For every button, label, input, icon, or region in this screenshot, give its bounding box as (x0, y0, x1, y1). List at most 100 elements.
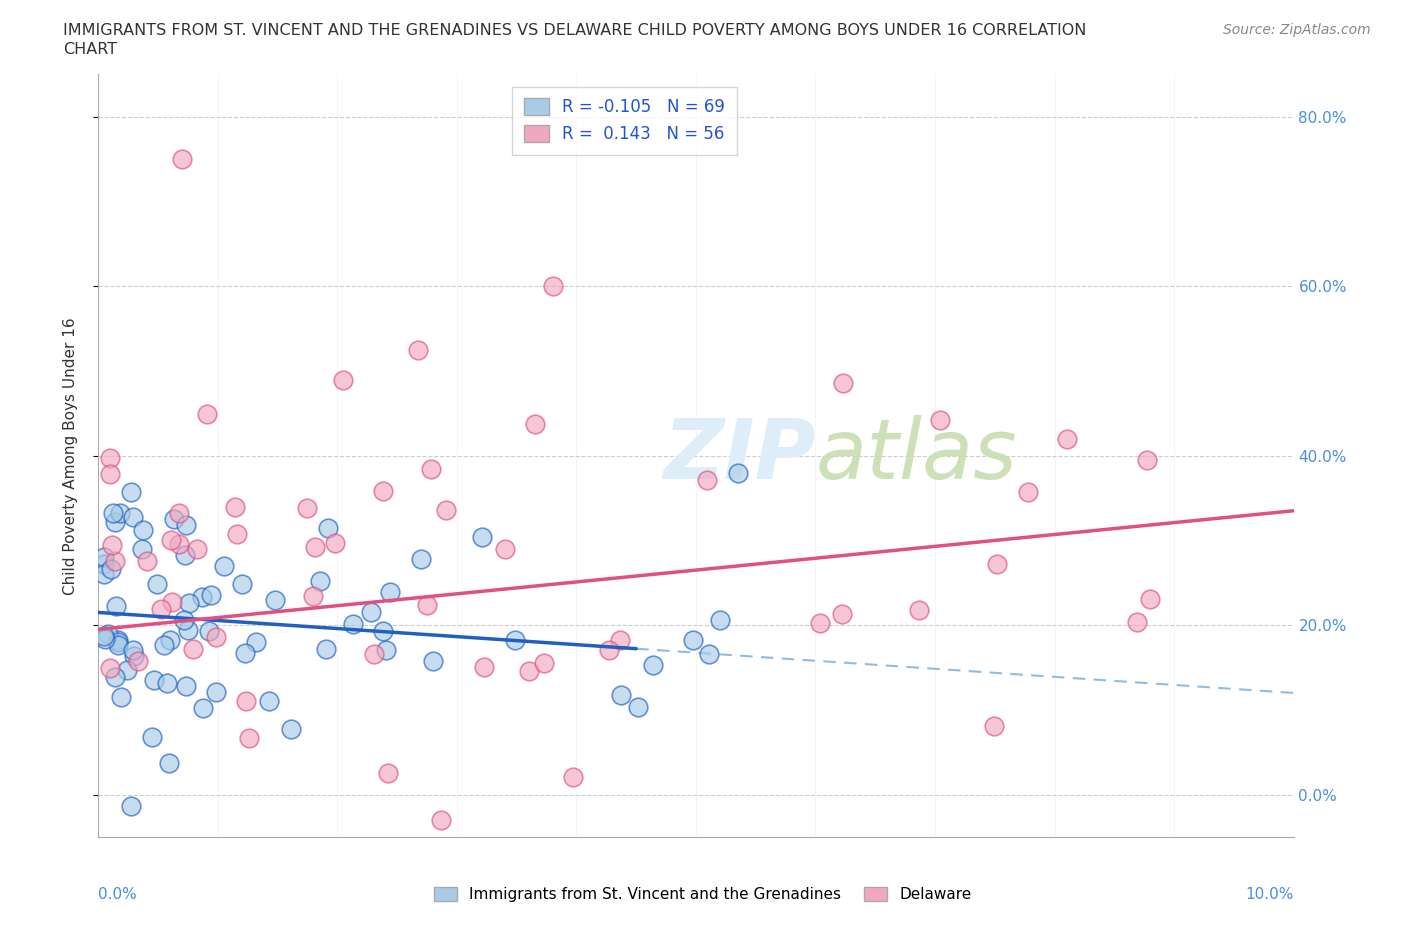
Point (235, 694, 257, 709)
Point (122, 649, 145, 664)
Point (93, 566, 115, 581)
Point (101, 538, 124, 552)
Point (360, 604, 382, 619)
Point (524, 416, 547, 431)
Point (225, 527, 247, 542)
Point (177, 595, 200, 610)
Point (808, 616, 831, 631)
Point (371, 623, 394, 638)
Point (505, 632, 527, 647)
Point (197, 624, 219, 639)
Point (141, 729, 163, 744)
Text: 10.0%: 10.0% (1246, 886, 1294, 901)
Point (173, 612, 195, 627)
Point (419, 461, 441, 476)
Point (104, 554, 127, 569)
Point (120, 799, 142, 814)
Text: 0.0%: 0.0% (98, 886, 138, 901)
Point (238, 731, 260, 746)
Point (160, 533, 183, 548)
Point (517, 663, 540, 678)
Point (1136, 453, 1159, 468)
Point (142, 672, 165, 687)
Point (174, 548, 197, 563)
Point (122, 509, 145, 524)
Point (727, 465, 749, 480)
Point (169, 505, 191, 520)
Point (304, 539, 326, 554)
Text: Source: ZipAtlas.com: Source: ZipAtlas.com (1223, 23, 1371, 37)
Point (598, 643, 620, 658)
Text: CHART: CHART (63, 42, 117, 57)
Point (186, 542, 208, 557)
Point (204, 630, 226, 644)
Point (205, 684, 228, 699)
Point (297, 501, 319, 516)
Point (471, 530, 494, 545)
Point (174, 517, 197, 532)
Point (163, 512, 186, 526)
Point (1139, 591, 1161, 606)
Point (93, 629, 115, 644)
Point (104, 514, 127, 529)
Point (156, 675, 179, 690)
Point (280, 722, 302, 737)
Point (224, 499, 246, 514)
Text: ZIP: ZIP (662, 415, 815, 497)
Point (181, 642, 204, 657)
Point (309, 573, 332, 588)
Point (315, 641, 337, 656)
Point (214, 558, 236, 573)
Point (257, 694, 280, 709)
Point (152, 637, 174, 652)
Point (172, 152, 194, 166)
Point (162, 594, 184, 609)
Point (235, 645, 257, 660)
Point (98, 451, 122, 466)
Legend: Immigrants from St. Vincent and the Grenadines, Delaware: Immigrants from St. Vincent and the Gren… (429, 881, 977, 909)
Point (1017, 485, 1039, 499)
Point (93, 557, 115, 572)
Point (908, 603, 931, 618)
Point (342, 617, 364, 631)
Point (191, 700, 214, 715)
Point (472, 660, 495, 675)
Point (371, 484, 394, 498)
Point (434, 503, 457, 518)
Point (149, 602, 172, 617)
Point (709, 613, 731, 628)
Point (98, 467, 122, 482)
Point (107, 635, 129, 650)
Point (831, 376, 853, 391)
Point (494, 542, 516, 557)
Point (316, 521, 339, 536)
Point (323, 536, 346, 551)
Point (100, 561, 122, 576)
Point (406, 343, 429, 358)
Point (380, 585, 402, 600)
Point (101, 506, 124, 521)
Point (93, 550, 115, 565)
Point (415, 597, 437, 612)
Point (429, 813, 451, 828)
Point (301, 588, 323, 603)
Point (377, 765, 399, 780)
Point (159, 632, 181, 647)
Point (94, 631, 117, 646)
Point (332, 373, 354, 388)
Point (375, 643, 398, 658)
Text: atlas: atlas (815, 415, 1017, 497)
Y-axis label: Child Poverty Among Boys Under 16: Child Poverty Among Boys Under 16 (63, 317, 77, 594)
Point (929, 412, 952, 427)
Point (105, 599, 128, 614)
Point (986, 557, 1008, 572)
Point (1126, 615, 1149, 630)
Point (107, 632, 129, 647)
Point (682, 632, 704, 647)
Point (120, 485, 142, 499)
Legend: R = -0.105   N = 69, R =  0.143   N = 56: R = -0.105 N = 69, R = 0.143 N = 56 (512, 86, 737, 154)
Point (363, 647, 385, 662)
Point (177, 623, 200, 638)
Point (533, 656, 555, 671)
Point (696, 472, 718, 487)
